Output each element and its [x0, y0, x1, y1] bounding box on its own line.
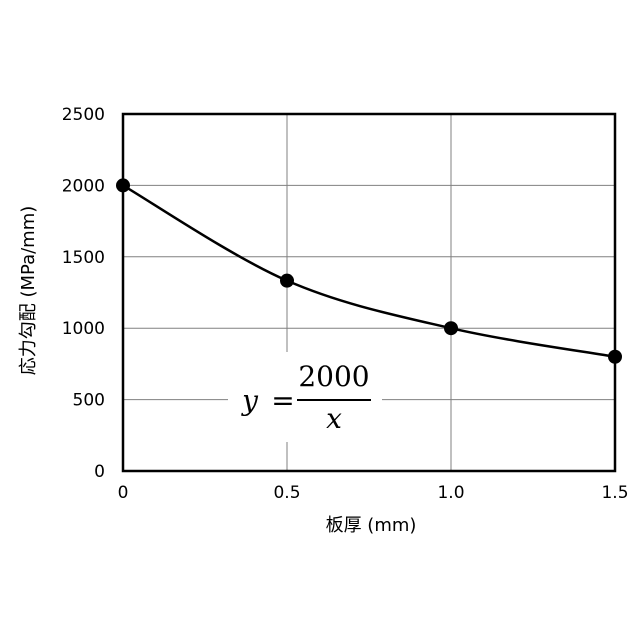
data-point: [116, 178, 130, 193]
x-tick-label: 0.5: [273, 483, 300, 503]
x-tick-label: 0: [118, 483, 129, 503]
y-tick-label: 2500: [62, 105, 105, 125]
y-tick-label: 1500: [62, 248, 105, 268]
data-point: [608, 349, 622, 364]
y-tick-label: 2000: [62, 176, 105, 196]
formula-equals: =: [271, 384, 294, 417]
formula-lhs: y: [240, 384, 259, 417]
y-tick-labels: 0 500 1000 1500 2000 2500: [62, 105, 105, 482]
formula-denominator: x: [326, 402, 342, 435]
formula-annotation: y = 2000 x: [228, 352, 382, 442]
y-tick-label: 0: [94, 462, 105, 482]
x-tick-labels: 0 0.5 1.0 1.5: [118, 483, 629, 503]
data-point: [280, 273, 294, 288]
y-tick-label: 1000: [62, 319, 105, 339]
formula-background: [228, 352, 382, 442]
fit-curve: [122, 184, 616, 358]
plot-area-frame: [121, 112, 617, 473]
formula-numerator: 2000: [298, 360, 369, 393]
x-axis-title: 板厚 (mm): [326, 515, 417, 536]
data-point: [444, 321, 458, 336]
y-axis-title: 応力勾配 (MPa/mm): [18, 206, 39, 376]
x-tick-label: 1.0: [437, 483, 464, 503]
data-points: [116, 178, 622, 364]
x-tick-label: 1.5: [601, 483, 628, 503]
y-tick-label: 500: [73, 391, 105, 411]
